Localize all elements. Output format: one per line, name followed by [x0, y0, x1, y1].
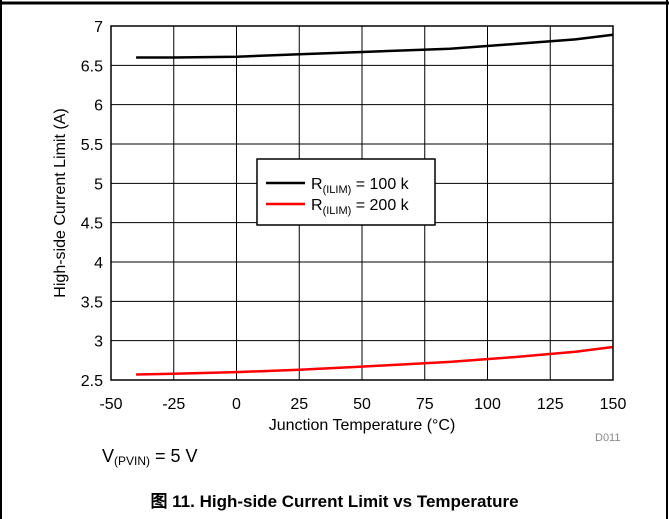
figure-caption: 图 11. High-side Current Limit vs Tempera… — [150, 492, 519, 511]
condition-label: V(PVIN) = 5 V — [102, 446, 198, 468]
y-tick-label: 2.5 — [81, 373, 103, 390]
legend-box — [256, 158, 436, 226]
y-tick-label: 4 — [94, 255, 103, 272]
x-tick-label: 100 — [474, 396, 501, 413]
x-tick-label: 125 — [537, 396, 564, 413]
x-tick-label: 0 — [232, 396, 241, 413]
legend-label-100k: R(ILIM) = 100 k — [311, 176, 410, 196]
y-tick-label: 3 — [94, 334, 103, 351]
series-layer — [136, 33, 614, 376]
x-tick-label: 150 — [600, 396, 627, 413]
x-tick-label: 50 — [353, 396, 371, 413]
plot-area-border — [110, 25, 614, 381]
legend-label-200k: R(ILIM) = 200 k — [311, 197, 410, 217]
y-tick-label: 5.5 — [81, 137, 103, 154]
x-tick-label: -25 — [162, 396, 185, 413]
series-line-100k — [136, 33, 614, 59]
x-tick-label: -50 — [99, 396, 122, 413]
x-tick-labels: -50 -25 0 25 50 75 100 125 150 — [99, 396, 626, 413]
y-tick-label: 5 — [94, 176, 103, 193]
x-axis-label: Junction Temperature (°C) — [269, 417, 456, 434]
y-axis-label: High-side Current Limit (A) — [52, 108, 69, 297]
y-tick-labels: 2.5 3 3.5 4 4.5 5 5.5 6 6.5 7 — [81, 19, 103, 390]
x-tick-label: 75 — [416, 396, 434, 413]
figure-id: D011 — [595, 432, 621, 444]
y-tick-label: 7 — [94, 19, 103, 36]
y-tick-label: 6.5 — [81, 58, 103, 75]
y-tick-label: 4.5 — [81, 216, 103, 233]
y-tick-label: 3.5 — [81, 294, 103, 311]
y-tick-label: 6 — [94, 98, 103, 115]
x-tick-label: 25 — [290, 396, 308, 413]
legend: R(ILIM) = 100 k R(ILIM) = 200 k — [256, 158, 436, 226]
series-line-200k — [136, 345, 614, 376]
